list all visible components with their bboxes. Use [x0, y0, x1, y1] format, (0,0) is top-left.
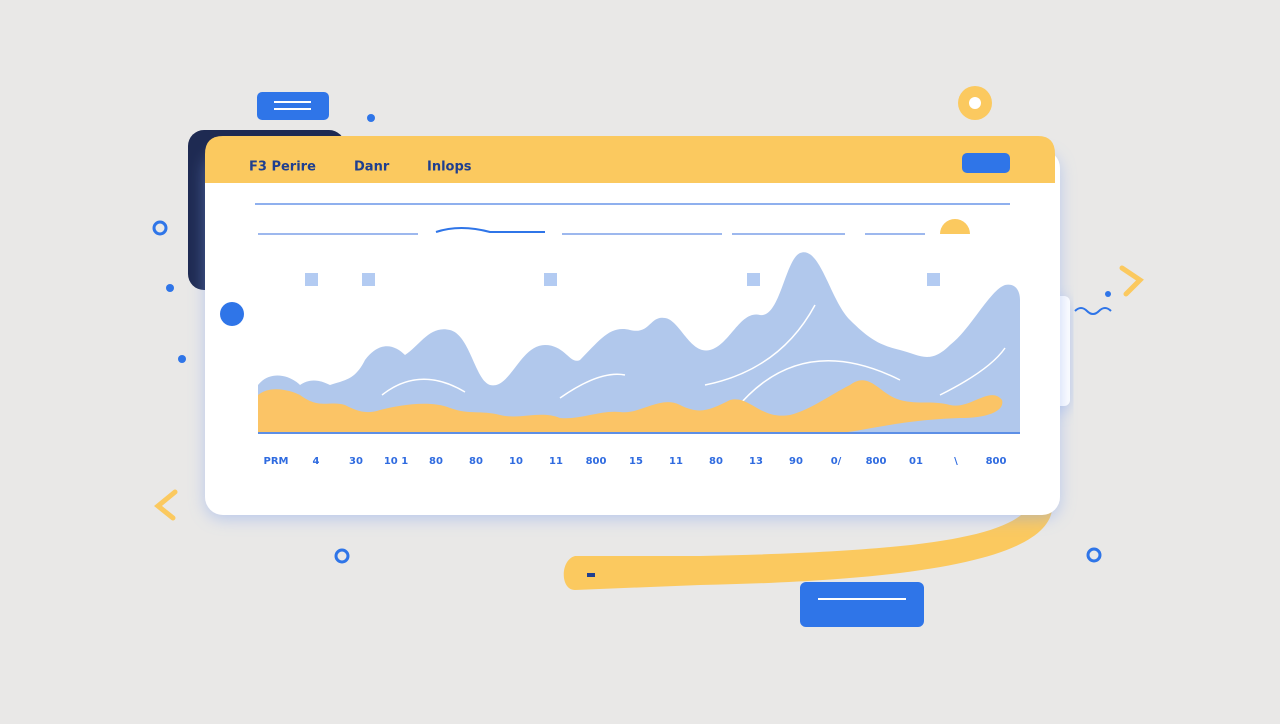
x-label: \	[954, 456, 958, 467]
deco-arrow	[1119, 265, 1144, 297]
x-label: PRM	[264, 456, 289, 467]
ribbon-dot	[587, 573, 595, 577]
x-label: 11	[549, 456, 563, 467]
deco-dot	[367, 114, 375, 122]
x-label: 800	[586, 456, 607, 467]
tab[interactable]: Inlops	[427, 160, 472, 175]
deco-ring	[334, 548, 350, 564]
tab[interactable]: F3 Perire	[249, 160, 316, 175]
legend-squares	[305, 273, 940, 286]
x-label: 80	[709, 456, 723, 467]
x-label: 800	[986, 456, 1007, 467]
x-label: 01	[909, 456, 923, 467]
filter-row	[258, 227, 925, 235]
deco-half	[940, 219, 970, 234]
deco-ring	[152, 220, 168, 236]
x-label: 800	[866, 456, 887, 467]
deco-wave	[1074, 307, 1112, 315]
floating-button[interactable]	[800, 582, 924, 627]
x-label: 80	[429, 456, 443, 467]
tab[interactable]: Danr	[354, 160, 390, 175]
deco-circle	[969, 97, 981, 109]
deco-ring	[1086, 547, 1102, 563]
deco-arrow	[154, 489, 178, 521]
x-label: 90	[789, 456, 803, 467]
area-blue	[258, 252, 1020, 433]
x-label: 10 1	[384, 456, 408, 467]
x-label: 11	[669, 456, 683, 467]
x-label: 15	[629, 456, 643, 467]
x-label: 0/	[831, 456, 842, 467]
deco-dot	[166, 284, 174, 292]
ribbon	[563, 500, 1053, 590]
x-label: 30	[349, 456, 363, 467]
deco-dot	[1105, 291, 1111, 297]
header-button[interactable]	[962, 153, 1010, 173]
x-label: 80	[469, 456, 483, 467]
area-yellow	[258, 380, 1003, 433]
x-label: 13	[749, 456, 763, 467]
deco-dot	[220, 302, 244, 326]
x-label: 4	[313, 456, 320, 467]
x-labels: PRM 4 30 10 1 80 80 10 11 800 15 11 80 13 90 0/800 01 \ 8…	[264, 456, 1007, 467]
deco-dot	[178, 355, 186, 363]
area-highlights	[381, 304, 1006, 411]
x-label: 10	[509, 456, 523, 467]
floating-button[interactable]	[257, 92, 329, 120]
header-bar	[205, 136, 1055, 183]
